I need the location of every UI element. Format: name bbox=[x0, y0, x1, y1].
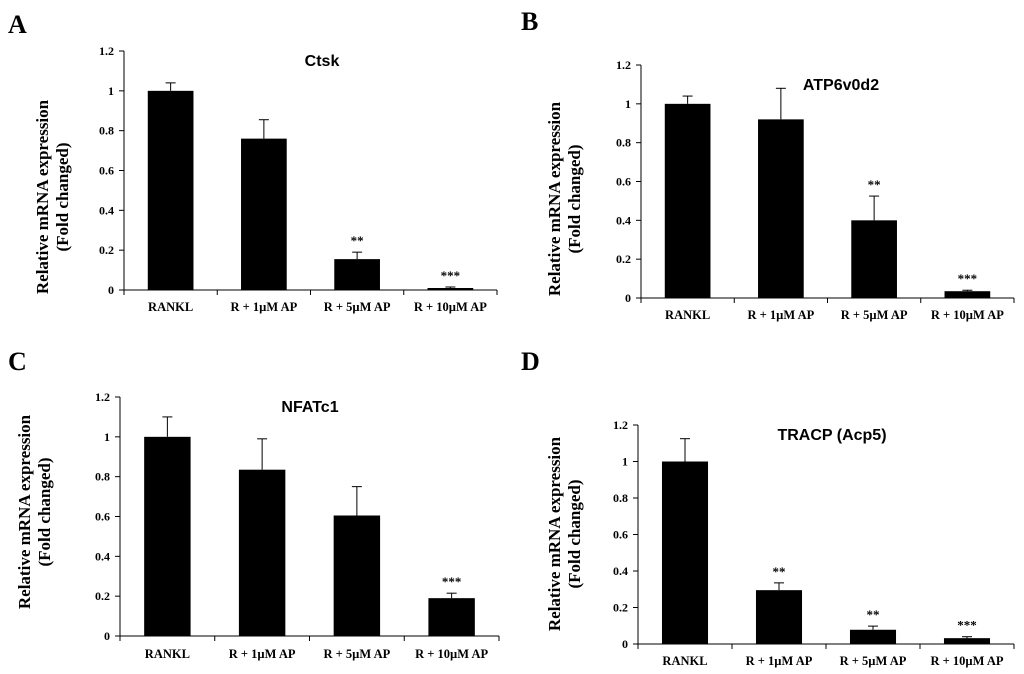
y-tick-label: 0.2 bbox=[99, 243, 114, 257]
y-axis-label: Relative mRNA expression (Fold changed) bbox=[545, 436, 584, 631]
chart-title: NFATc1 bbox=[281, 399, 338, 416]
y-axis-label: Relative mRNA expression (Fold changed) bbox=[545, 101, 584, 296]
bar bbox=[943, 638, 991, 644]
y-tick-label: 1 bbox=[104, 430, 110, 444]
panel-letter: D bbox=[521, 347, 540, 376]
y-axis-label-line2: (Fold changed) bbox=[565, 144, 584, 253]
x-category-label: R + 10µM AP bbox=[414, 300, 487, 314]
y-tick-label: 1.2 bbox=[95, 390, 110, 404]
y-tick-label: 0 bbox=[104, 629, 110, 643]
y-tick-label: 0.2 bbox=[95, 589, 110, 603]
y-tick-label: 0.2 bbox=[613, 601, 628, 615]
x-category-label: R + 10µM AP bbox=[931, 308, 1004, 322]
significance-marker: ** bbox=[868, 177, 881, 192]
bar bbox=[144, 436, 191, 636]
chart-title: ATP6v0d2 bbox=[803, 77, 879, 94]
y-tick-label: 0.8 bbox=[613, 491, 628, 505]
x-category-label: R + 5µM AP bbox=[324, 647, 391, 661]
bar bbox=[333, 515, 381, 636]
bar bbox=[147, 90, 194, 290]
significance-marker: ** bbox=[351, 233, 364, 248]
y-tick-label: 0.4 bbox=[95, 549, 110, 563]
significance-marker: *** bbox=[958, 271, 978, 286]
significance-marker: ** bbox=[773, 564, 786, 579]
y-tick-label: 0.4 bbox=[99, 203, 114, 217]
bar bbox=[755, 590, 803, 644]
y-tick-label: 1.2 bbox=[613, 418, 628, 432]
chart-title: Ctsk bbox=[305, 53, 340, 70]
y-tick-label: 1 bbox=[625, 97, 631, 111]
x-category-label: R + 5µM AP bbox=[324, 300, 391, 314]
y-tick-label: 0.6 bbox=[95, 510, 110, 524]
x-category-label: R + 1µM AP bbox=[229, 647, 296, 661]
y-tick-label: 0 bbox=[622, 637, 628, 651]
panel-letter: B bbox=[521, 7, 538, 36]
y-tick-label: 0.8 bbox=[95, 470, 110, 484]
bar bbox=[334, 259, 380, 290]
chart-title: TRACP (Acp5) bbox=[777, 427, 886, 444]
y-tick-label: 1.2 bbox=[616, 58, 631, 72]
x-category-label: R + 5µM AP bbox=[841, 308, 908, 322]
y-axis-label-line1: Relative mRNA expression bbox=[33, 99, 52, 294]
significance-marker: *** bbox=[957, 618, 977, 633]
bar bbox=[427, 288, 474, 290]
bar bbox=[241, 138, 287, 290]
x-category-label: R + 1µM AP bbox=[231, 300, 298, 314]
x-category-label: RANKL bbox=[148, 300, 193, 314]
y-axis-label: Relative mRNA expression (Fold changed) bbox=[15, 414, 54, 609]
bar bbox=[849, 629, 897, 644]
y-axis-label-line1: Relative mRNA expression bbox=[15, 414, 34, 609]
bar bbox=[661, 461, 709, 644]
x-category-label: R + 10µM AP bbox=[931, 654, 1004, 668]
y-tick-label: 1 bbox=[108, 84, 114, 98]
x-category-label: R + 1µM AP bbox=[746, 654, 813, 668]
y-tick-label: 0.6 bbox=[99, 164, 114, 178]
y-tick-label: 0.6 bbox=[613, 528, 628, 542]
y-tick-label: 0 bbox=[108, 283, 114, 297]
y-tick-label: 0.2 bbox=[616, 252, 631, 266]
y-tick-label: 0 bbox=[625, 291, 631, 305]
y-tick-label: 1.2 bbox=[99, 44, 114, 58]
bar bbox=[758, 119, 804, 298]
x-category-label: RANKL bbox=[145, 647, 190, 661]
y-tick-label: 0.4 bbox=[616, 213, 631, 227]
significance-marker: *** bbox=[441, 268, 461, 283]
bar bbox=[851, 220, 897, 298]
y-axis-label-line2: (Fold changed) bbox=[565, 479, 584, 588]
chart-panel-b: B ATP6v0d2 Relative mRNA expression (Fold c… bbox=[521, 7, 1015, 322]
y-axis-label: Relative mRNA expression (Fold changed) bbox=[33, 99, 72, 294]
x-category-label: R + 10µM AP bbox=[415, 647, 488, 661]
x-category-label: R + 1µM AP bbox=[748, 308, 815, 322]
y-axis-label-line1: Relative mRNA expression bbox=[545, 101, 564, 296]
y-tick-label: 1 bbox=[622, 455, 628, 469]
bar bbox=[664, 103, 711, 298]
panel-letter: A bbox=[8, 10, 27, 39]
significance-marker: ** bbox=[867, 607, 880, 622]
bar bbox=[238, 469, 286, 636]
panel-letter: C bbox=[8, 347, 27, 376]
bar bbox=[944, 291, 991, 298]
x-category-label: R + 5µM AP bbox=[840, 654, 907, 668]
y-tick-label: 0.8 bbox=[99, 124, 114, 138]
significance-marker: *** bbox=[442, 574, 462, 589]
chart-panel-a: A Ctsk Relative mRNA expression (Fold chang… bbox=[8, 10, 498, 314]
y-tick-label: 0.8 bbox=[616, 136, 631, 150]
chart-panel-c: C NFATc1 Relative mRNA expression (Fold cha… bbox=[8, 347, 500, 661]
y-tick-label: 0.6 bbox=[616, 175, 631, 189]
y-tick-label: 0.4 bbox=[613, 564, 628, 578]
y-axis-label-line2: (Fold changed) bbox=[35, 457, 54, 566]
x-category-label: RANKL bbox=[662, 654, 707, 668]
bar bbox=[428, 598, 475, 636]
chart-panel-d: D TRACP (Acp5) Relative mRNA expression (Fo… bbox=[521, 347, 1015, 668]
y-axis-label-line2: (Fold changed) bbox=[53, 142, 72, 251]
y-axis-label-line1: Relative mRNA expression bbox=[545, 436, 564, 631]
x-category-label: RANKL bbox=[665, 308, 710, 322]
